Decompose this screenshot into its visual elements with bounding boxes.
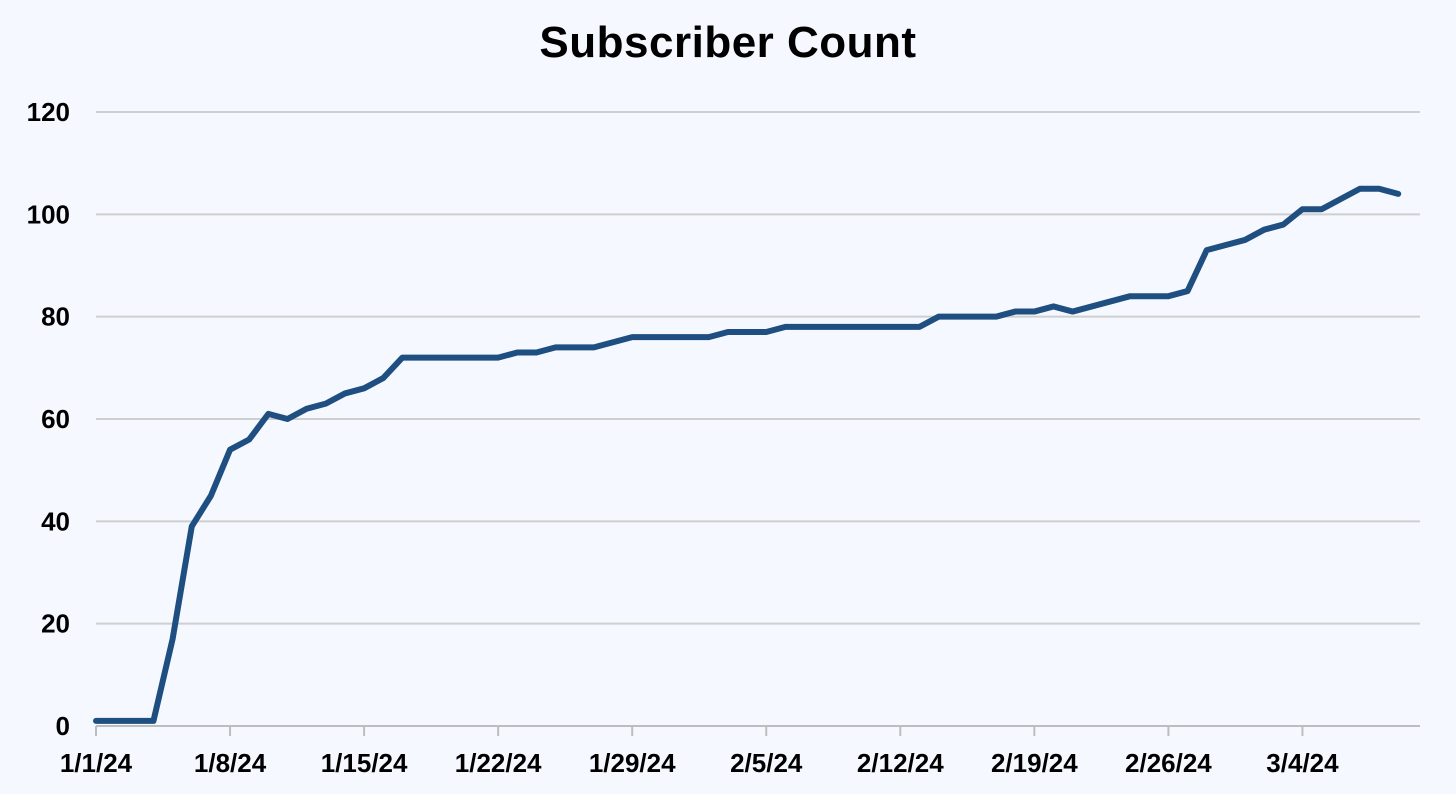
x-axis [95,725,1420,736]
x-tick-label-7: 2/19/24 [991,748,1078,778]
x-axis-tick-labels: 1/1/24 1/8/24 1/15/24 1/22/24 1/29/24 2/5/24 2… [60,748,1339,778]
x-tick-label-6: 2/12/24 [857,748,944,778]
y-tick-label-120: 120 [27,97,70,127]
x-tick-label-3: 1/22/24 [455,748,542,778]
x-tick-label-5: 2/5/24 [730,748,803,778]
y-axis-tick-labels: 0 20 40 60 80 100 120 [27,97,70,741]
gridlines [96,111,1420,625]
y-tick-label-80: 80 [41,302,70,332]
x-tick-label-2: 1/15/24 [321,748,408,778]
y-tick-label-100: 100 [27,199,70,229]
y-tick-label-40: 40 [41,506,70,536]
x-tick-label-4: 1/29/24 [589,748,676,778]
y-tick-label-60: 60 [41,404,70,434]
series-layer [93,185,1402,724]
y-tick-label-0: 0 [56,711,70,741]
series-line-0 [93,185,1402,724]
x-tick-label-9: 3/4/24 [1266,748,1339,778]
chart-title: Subscriber Count [539,18,917,67]
x-tick-label-8: 2/26/24 [1125,748,1212,778]
x-tick-label-0: 1/1/24 [60,748,133,778]
x-tick-label-1: 1/8/24 [194,748,267,778]
y-tick-label-20: 20 [41,609,70,639]
